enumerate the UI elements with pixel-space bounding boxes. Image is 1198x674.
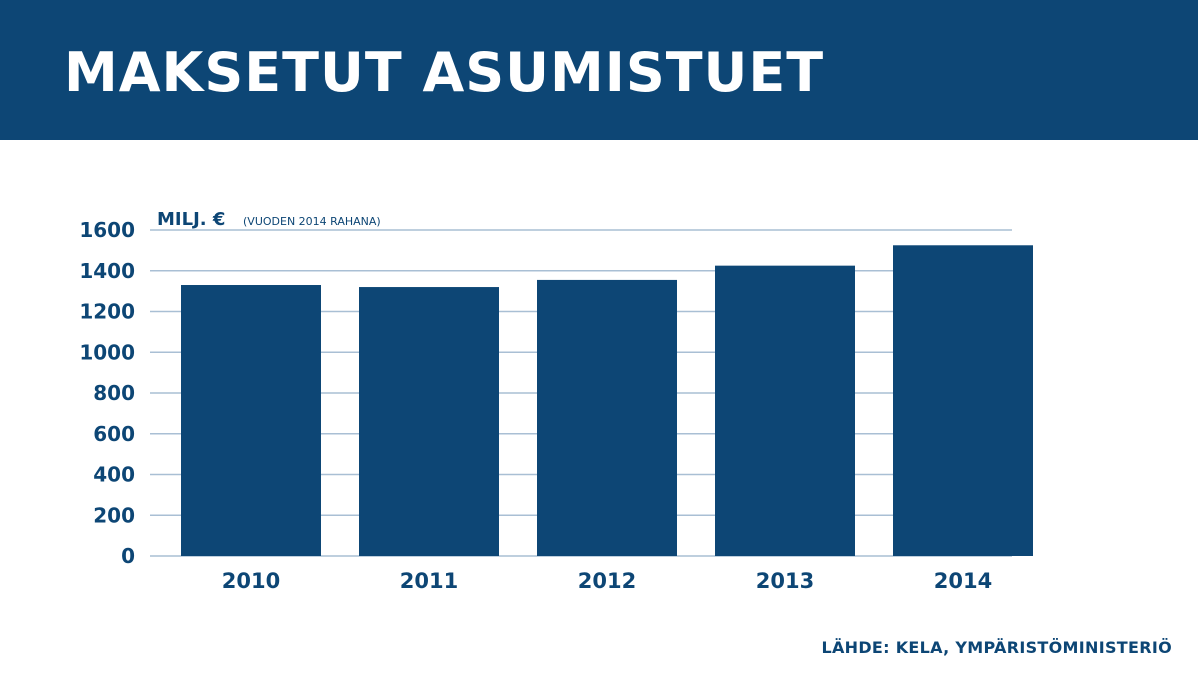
y-tick-label: 0 [121,544,135,568]
x-tick-label: 2014 [934,569,992,593]
y-tick-label: 400 [93,463,135,487]
x-tick-label: 2011 [400,569,458,593]
header-banner: MAKSETUT ASUMISTUET [0,0,1198,140]
bar-2011 [359,287,499,556]
y-tick-label: 600 [93,422,135,446]
x-tick-label: 2013 [756,569,814,593]
y-axis-ticks: 0 200 400 600 800 1000 1200 1400 1600 [79,218,135,568]
source-note: LÄHDE: KELA, YMPÄRISTÖMINISTERIÖ [821,638,1172,657]
y-tick-label: 1400 [79,259,135,283]
bar-2012 [537,279,677,556]
bar-2013 [715,265,855,556]
y-tick-label: 800 [93,381,135,405]
y-axis-unit-note: (VUODEN 2014 RAHANA) [243,215,381,228]
x-tick-label: 2010 [222,569,280,593]
x-axis-ticks: 2010 2011 2012 2013 2014 [222,569,992,593]
y-tick-label: 1000 [79,340,135,364]
y-axis-label: MILJ. € [157,209,225,230]
chart-title: MAKSETUT ASUMISTUET [64,41,825,104]
y-tick-label: 200 [93,503,135,527]
y-tick-label: 1600 [79,218,135,242]
y-tick-label: 1200 [79,300,135,324]
bars [181,245,1033,556]
x-tick-label: 2012 [578,569,636,593]
bar-2010 [181,285,321,556]
bar-2014 [893,245,1033,556]
